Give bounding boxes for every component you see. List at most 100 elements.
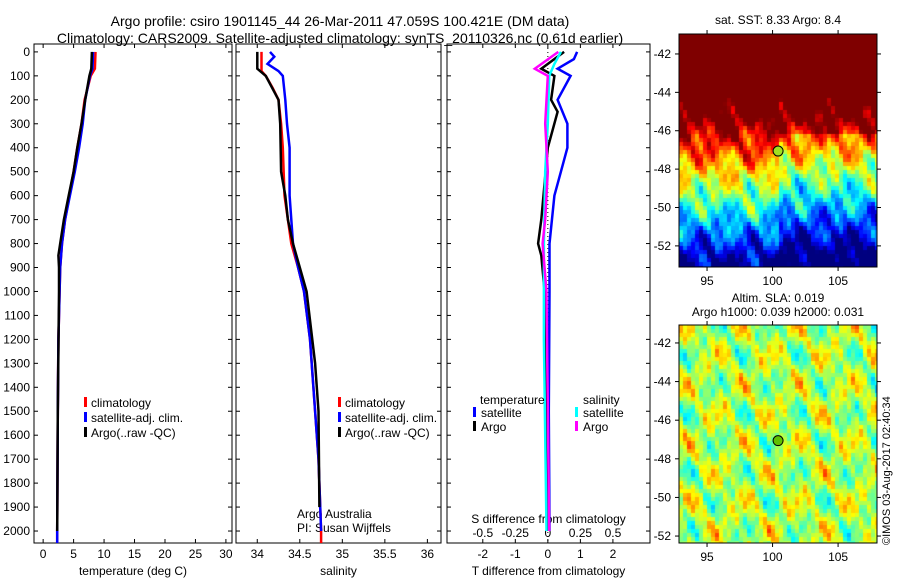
legend-label: satellite-adj. clim.: [91, 411, 183, 425]
legend-label: Argo(..raw -QC): [91, 426, 176, 440]
map-y-tick-label: -52: [654, 239, 672, 253]
y-tick-label: 1500: [3, 404, 30, 418]
legend-label: satellite: [481, 406, 522, 420]
x-tick-label: 15: [128, 547, 142, 561]
map-x-tick-label: 105: [828, 550, 848, 564]
legend-label: Argo: [481, 420, 507, 434]
x-tick-label: 35: [336, 547, 350, 561]
y-tick-label: 1200: [3, 332, 30, 346]
y-tick-label: 200: [10, 93, 30, 107]
y-tick-label: 2000: [3, 524, 30, 538]
x-tick-label: 0: [40, 547, 47, 561]
y-tick-label: 1700: [3, 452, 30, 466]
map-y-tick-label: -46: [654, 413, 672, 427]
map-y-tick-label: -42: [654, 47, 672, 61]
y-tick-label: 1800: [3, 476, 30, 490]
map-x-tick-label: 95: [700, 550, 714, 564]
legend-swatch: [338, 427, 341, 437]
series-line-satellite-adj-clim-: [265, 51, 323, 532]
y-tick-label: 900: [10, 261, 30, 275]
legend-swatch: [473, 407, 476, 417]
x-tick-label: 30: [219, 547, 233, 561]
legend-swatch: [84, 427, 87, 437]
legend-title-salinity: salinity: [583, 393, 620, 407]
series-line-satellite-adj-clim-: [55, 51, 95, 543]
plot-frame-differences: [446, 43, 651, 544]
plot-frame-salinity: [235, 43, 442, 544]
map-y-tick-label: -52: [654, 529, 672, 543]
legend-swatch: [84, 397, 87, 407]
sst-map-title: sat. SST: 8.33 Argo: 8.4: [715, 13, 841, 27]
legend-label: satellite-adj. clim.: [345, 411, 437, 425]
x-tick-label: 34.5: [288, 547, 312, 561]
y-tick-label: 700: [10, 213, 30, 227]
legend-swatch: [575, 421, 578, 431]
map-y-tick-label: -44: [654, 375, 672, 389]
x-axis-label: T difference from climatology: [472, 564, 626, 578]
x-tick-label: 34: [251, 547, 265, 561]
y-tick-label: 1400: [3, 380, 30, 394]
series-line-salinity-satellite: [542, 51, 562, 532]
x2-tick-label: 0: [545, 526, 552, 540]
legend-swatch: [338, 412, 341, 422]
map-y-tick-label: -44: [654, 85, 672, 99]
x-tick-label: 2: [610, 547, 617, 561]
x2-tick-label: -0.25: [502, 526, 530, 540]
series-line-argo-raw-qc-: [256, 51, 321, 508]
sla-map-image: [679, 325, 877, 543]
legend-label: satellite: [583, 406, 624, 420]
x-tick-label: -2: [477, 547, 488, 561]
title-line-2: Climatology: CARS2009. Satellite-adjuste…: [57, 30, 623, 46]
y-tick-label: 100: [10, 69, 30, 83]
map-frame-sla-map: [678, 324, 878, 544]
annotation-argo-australia: Argo Australia: [297, 507, 372, 521]
x2-tick-label: -0.5: [472, 526, 493, 540]
y-tick-label: 600: [10, 189, 30, 203]
map-x-tick-label: 95: [700, 274, 714, 288]
map-y-tick-label: -48: [654, 162, 672, 176]
legend-swatch: [84, 412, 87, 422]
series-line-temperature-satellite: [547, 51, 579, 532]
map-x-tick-label: 105: [828, 274, 848, 288]
copyright-stamp: ©IMOS 03-Aug-2017 02:40:34: [881, 396, 893, 545]
y-tick-label: 800: [10, 237, 30, 251]
y-tick-label: 0: [23, 45, 30, 59]
x-tick-label: 36: [421, 547, 435, 561]
map-y-tick-label: -42: [654, 336, 672, 350]
x-tick-label: 10: [97, 547, 111, 561]
map-x-tick-label: 100: [763, 550, 783, 564]
y-tick-label: 300: [10, 117, 30, 131]
legend-swatch: [473, 421, 476, 431]
y-tick-label: 1600: [3, 428, 30, 442]
x-tick-label: 25: [189, 547, 203, 561]
map-y-tick-label: -48: [654, 452, 672, 466]
legend-swatch: [338, 397, 341, 407]
legend-label: climatology: [345, 396, 405, 410]
legend-label: Argo: [583, 420, 609, 434]
y-tick-label: 1100: [4, 308, 30, 322]
y-tick-label: 1900: [3, 500, 30, 514]
y-tick-label: 1300: [3, 356, 30, 370]
sla-map-subtitle: Argo h1000: 0.039 h2000: 0.031: [692, 305, 864, 319]
map-y-tick-label: -50: [654, 490, 672, 504]
map-x-tick-label: 100: [763, 274, 783, 288]
legend-title-temperature: temperature: [480, 393, 545, 407]
series-line-climatology: [55, 51, 97, 543]
series-line-salinity-argo: [532, 50, 560, 532]
x-axis-label: salinity: [320, 564, 357, 578]
argo-float-position-marker: [772, 145, 784, 157]
map-y-tick-label: -46: [654, 124, 672, 138]
x-tick-label: 1: [577, 547, 584, 561]
x-tick-label: -1: [510, 547, 521, 561]
plot-frame-temperature: [33, 43, 233, 544]
legend-swatch: [575, 407, 578, 417]
series-line-argo-raw-qc-: [55, 51, 94, 532]
series-line-temperature-argo: [536, 50, 565, 532]
x2-tick-label: 0.25: [569, 526, 593, 540]
legend-label: climatology: [91, 396, 151, 410]
x2-tick-label: 0.5: [605, 526, 622, 540]
legend-label: Argo(..raw -QC): [345, 426, 430, 440]
series-line-climatology: [260, 51, 323, 543]
